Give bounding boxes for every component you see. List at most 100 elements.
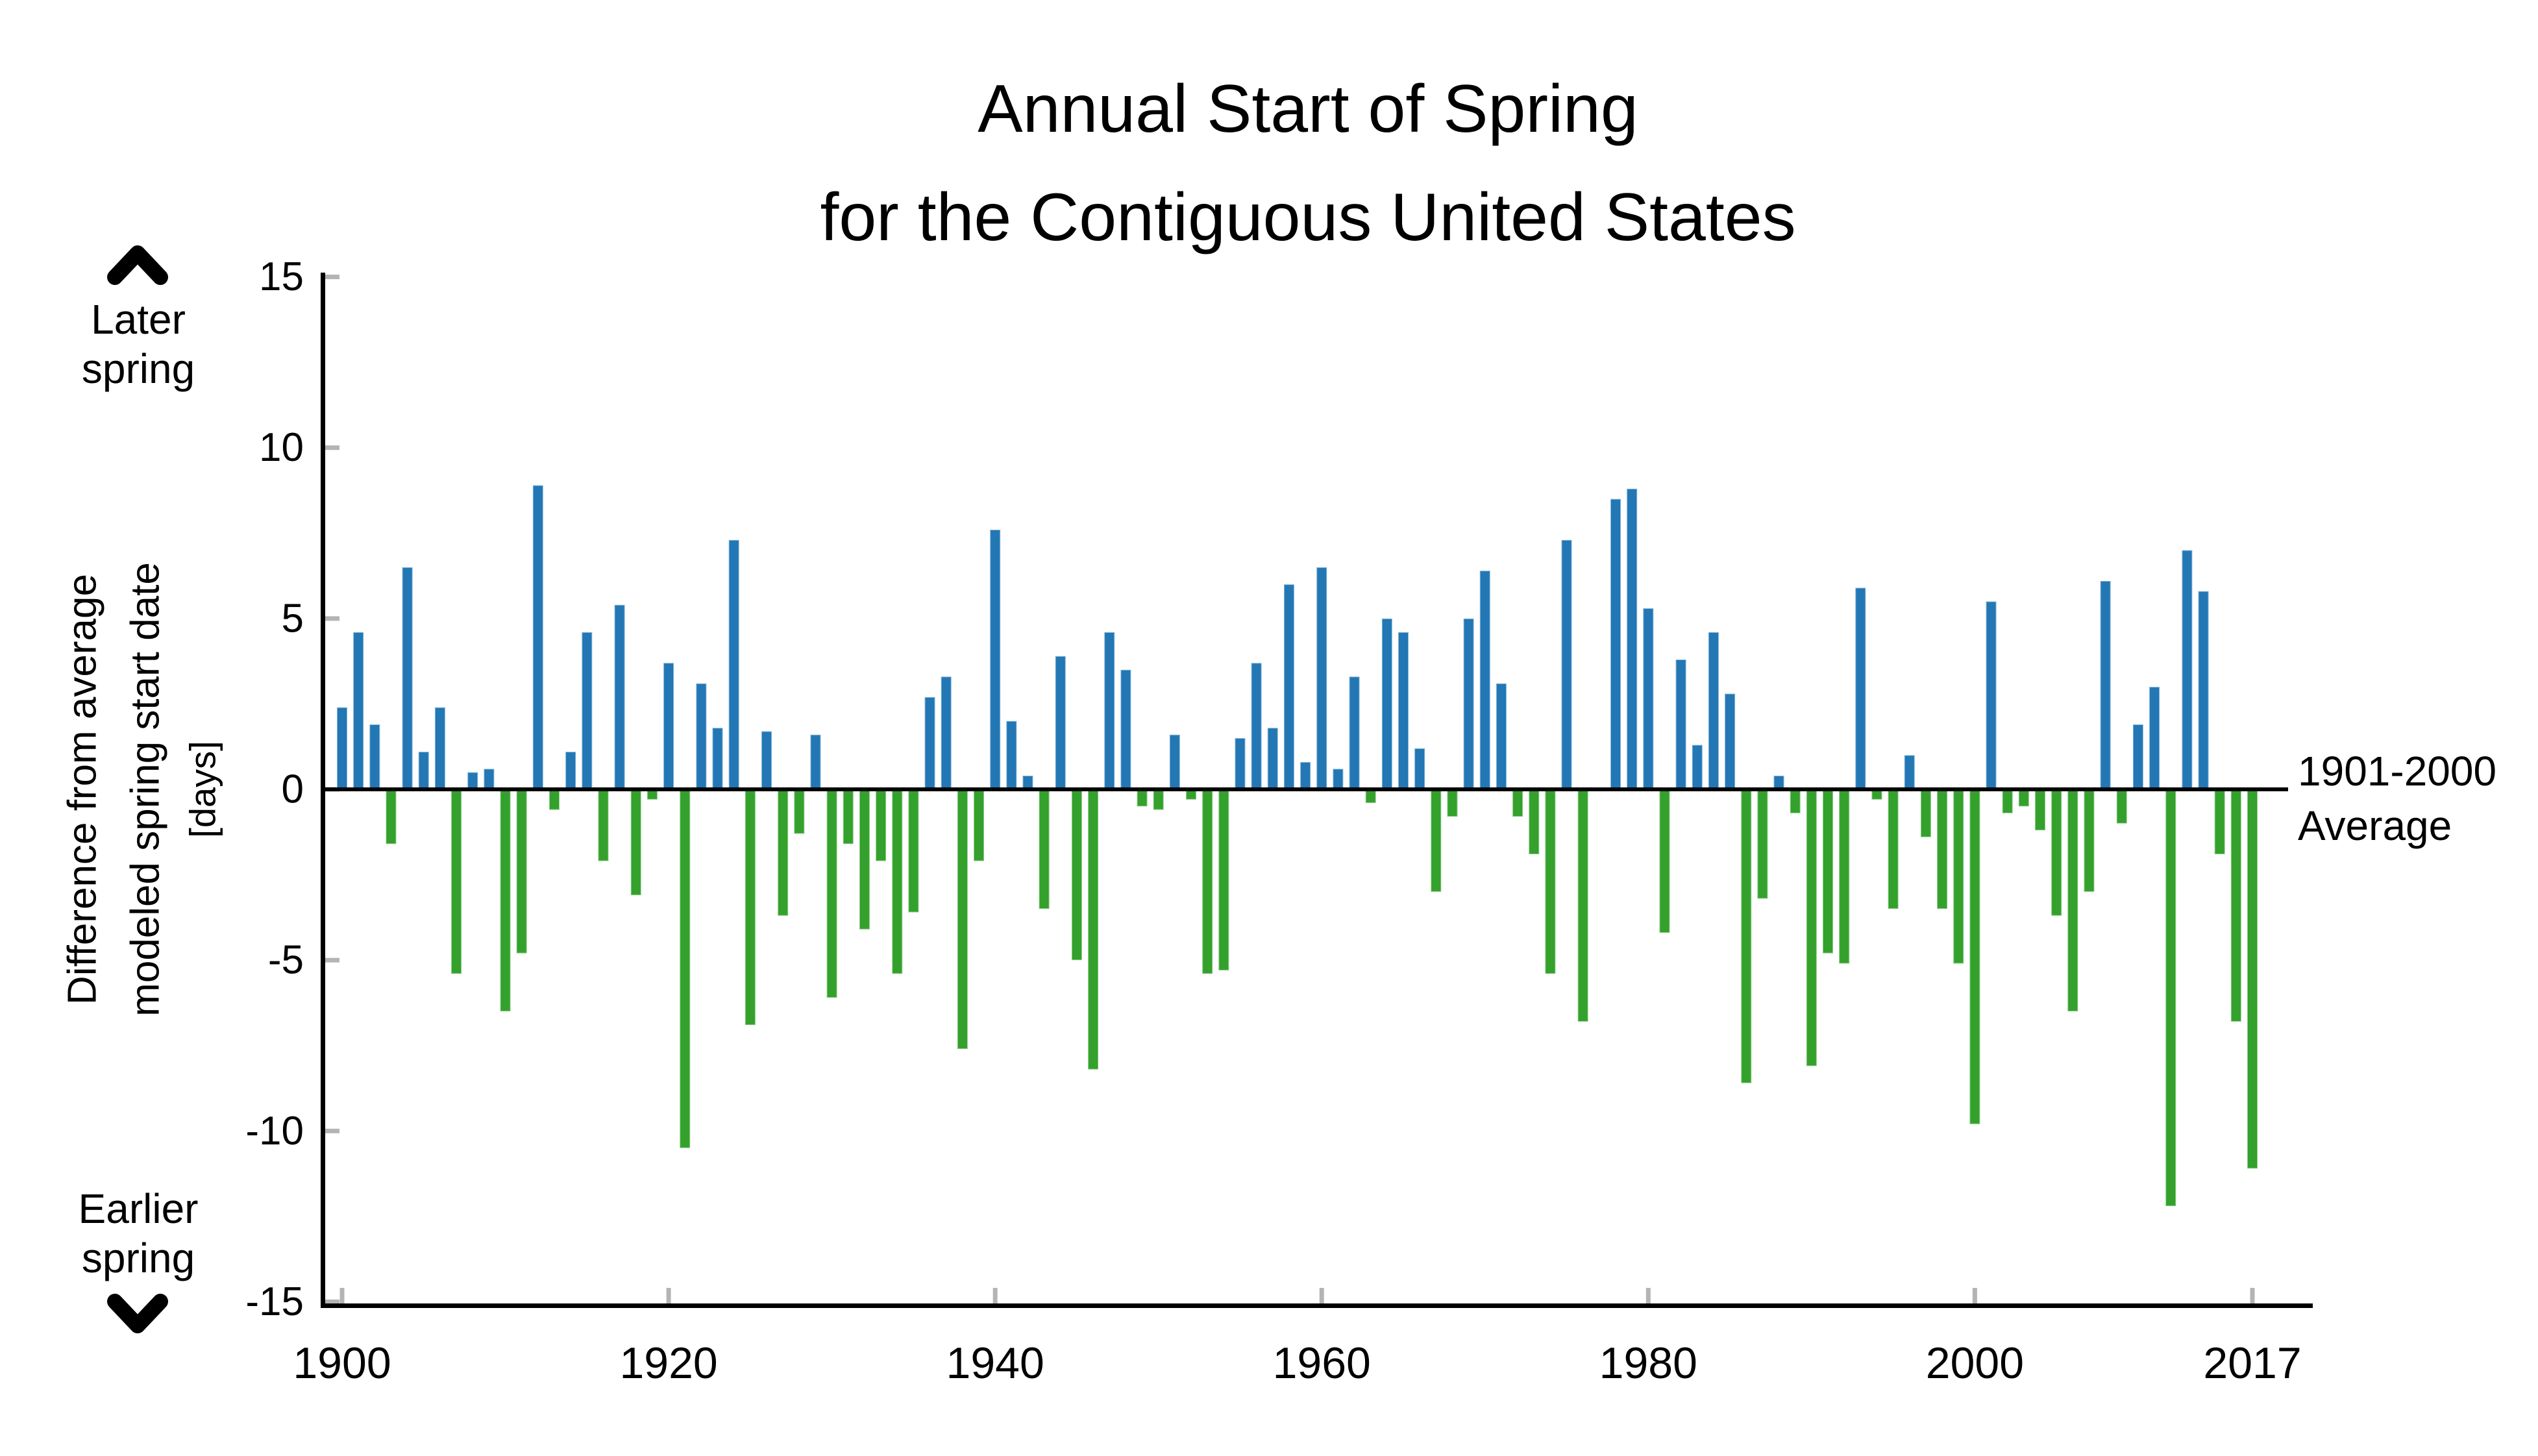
bar-1901: [352, 631, 365, 790]
bar-2008: [2099, 580, 2112, 790]
y-axis-tick-labels: 15 10 5 0 -5 -10 -15: [245, 254, 304, 1324]
bar-2003: [2017, 789, 2030, 808]
bar-1964: [1381, 617, 1393, 790]
bar-2007: [2083, 789, 2095, 893]
bar-1948: [1120, 669, 1132, 791]
bar-1935: [907, 789, 920, 913]
y-tick-label-5: 5: [282, 596, 304, 641]
bar-2006: [2067, 789, 2079, 1013]
bar-1997: [1919, 789, 1932, 838]
bar-1923: [711, 727, 724, 790]
y-axis-label-units: [days]: [182, 741, 223, 837]
bar-1927: [777, 789, 789, 917]
bar-1973: [1528, 789, 1540, 855]
bar-1978: [1610, 498, 1622, 791]
bar-1946: [1087, 789, 1100, 1070]
x-tick-label-1900: 1900: [293, 1339, 391, 1388]
bar-1913: [548, 789, 561, 811]
bar-1981: [1658, 789, 1671, 934]
bar-1956: [1250, 662, 1263, 790]
bar-2001: [1985, 600, 1997, 790]
bar-1951: [1168, 734, 1181, 790]
bar-1939: [973, 789, 985, 862]
x-tick-label-1960: 1960: [1273, 1339, 1371, 1388]
x-axis-spine: [321, 1303, 2313, 1308]
bar-1974: [1544, 789, 1557, 975]
bar-1900: [336, 706, 348, 790]
bar-2016: [2230, 789, 2242, 1022]
x-tick-label-2000: 2000: [1926, 1339, 2024, 1388]
bar-2013: [2181, 549, 2193, 791]
bar-1929: [809, 734, 822, 790]
bar-1914: [565, 751, 577, 791]
bar-1930: [826, 789, 838, 999]
later-spring-label-line2: spring: [82, 345, 195, 392]
bar-1942: [1022, 774, 1034, 790]
bar-1936: [924, 696, 936, 791]
bar-1911: [515, 789, 528, 954]
bar-1947: [1103, 631, 1116, 790]
y-tick--10: [325, 1128, 339, 1133]
bar-1991: [1822, 789, 1834, 954]
y-tick-label-0: 0: [282, 767, 304, 812]
earlier-spring-label-line2: spring: [82, 1235, 195, 1281]
bar-1965: [1398, 631, 1410, 790]
bar-1962: [1348, 676, 1361, 791]
bar-1943: [1038, 789, 1050, 910]
bar-1980: [1642, 608, 1655, 790]
y-tick--15: [325, 1299, 339, 1304]
y-tick-label-10: 10: [259, 425, 304, 470]
bar-1933: [875, 789, 887, 862]
bar-1979: [1626, 487, 1638, 791]
y-tick-5: [325, 616, 339, 621]
bar-1902: [369, 724, 381, 791]
bar-1950: [1152, 789, 1164, 811]
x-tick-label-1940: 1940: [946, 1339, 1044, 1388]
bar-1953: [1201, 789, 1214, 975]
bar-1970: [1479, 570, 1491, 791]
bar-1972: [1512, 789, 1524, 818]
y-axis-spine: [321, 273, 325, 1308]
bar-1976: [1577, 789, 1589, 1022]
y-tick-label-15: 15: [259, 254, 304, 299]
chevron-down-icon: [107, 1294, 168, 1333]
earlier-spring-label-line1: Earlier: [79, 1185, 199, 1232]
bar-2017: [2247, 789, 2259, 1170]
bar-1986: [1740, 789, 1753, 1084]
x-axis-tick-labels: 1900 1920 1940 1960 1980 2000 2017: [293, 1339, 2301, 1388]
y-axis-label-line2: modeled spring start date: [123, 562, 168, 1017]
x-tick-label-1980: 1980: [1599, 1339, 1697, 1388]
y-tick-10: [325, 445, 339, 450]
bar-1969: [1462, 617, 1475, 790]
bar-2012: [2165, 789, 2177, 1207]
bar-1989: [1789, 789, 1801, 814]
x-axis-ticks: [339, 1288, 2255, 1303]
x-tick-1980: [1645, 1288, 1651, 1303]
x-tick-2017: [2250, 1288, 2255, 1303]
bar-1968: [1446, 789, 1459, 818]
bar-1917: [613, 604, 626, 790]
x-tick-1920: [666, 1288, 671, 1303]
bar-1971: [1495, 682, 1507, 791]
bar-1945: [1070, 789, 1083, 961]
bar-1998: [1936, 789, 1949, 910]
x-tick-label-1920: 1920: [619, 1339, 717, 1388]
x-tick-label-2017: 2017: [2203, 1339, 2301, 1388]
bar-2015: [2213, 789, 2226, 855]
y-tick-15: [325, 275, 339, 280]
bar-1944: [1054, 655, 1066, 790]
bar-1958: [1283, 584, 1295, 790]
bar-2005: [2051, 789, 2063, 917]
bar-1937: [940, 676, 952, 791]
y-tick-label--15: -15: [245, 1279, 304, 1324]
bar-2004: [2034, 789, 2047, 832]
bar-1963: [1364, 789, 1377, 804]
bar-1988: [1773, 774, 1785, 790]
zero-baseline: [325, 787, 2288, 791]
bar-1993: [1854, 587, 1867, 790]
bar-1934: [891, 789, 904, 975]
chart-title-line2: for the Contiguous United States: [820, 180, 1795, 255]
bar-1906: [434, 706, 446, 790]
bar-1905: [417, 751, 430, 791]
